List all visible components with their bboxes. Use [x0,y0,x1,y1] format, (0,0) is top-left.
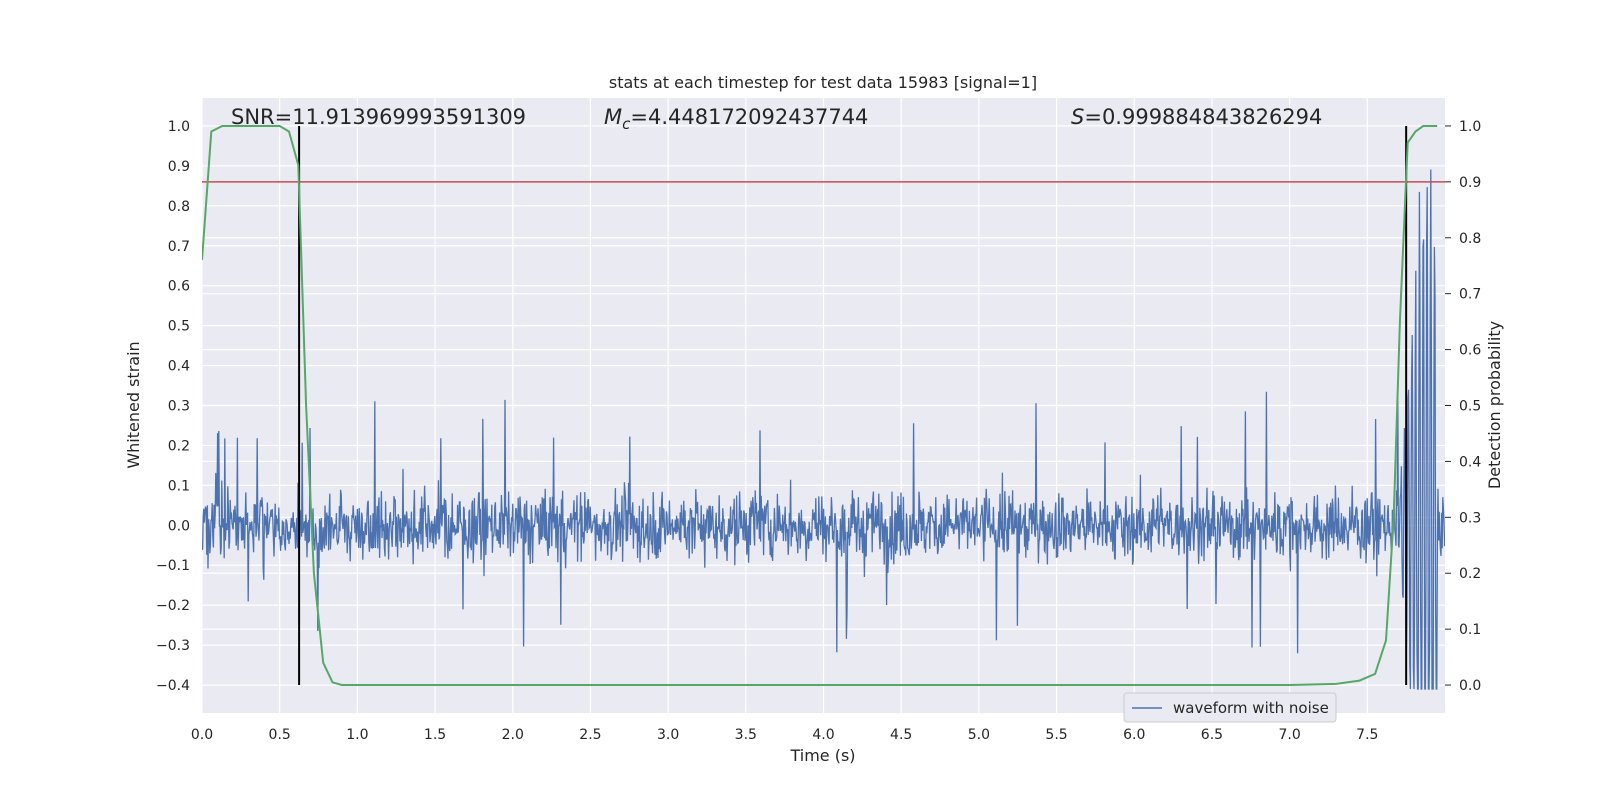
x-tick-label: 4.5 [890,727,912,743]
chirp-mass-annotation: Mc=4.448172092437744 [604,105,868,133]
y2-axis-label: Detection probability [1485,321,1504,489]
x-axis-label: Time (s) [789,746,855,765]
x-tick-label: 6.5 [1201,727,1223,743]
x-tick-label: 2.5 [579,727,601,743]
y-tick-label: −0.2 [156,598,190,614]
x-tick-label: 1.5 [424,727,446,743]
y-tick-label: 0.6 [168,279,190,295]
y-tick-label: 0.2 [168,438,190,454]
y2-tick-label: 0.5 [1459,399,1481,415]
x-tick-label: 5.0 [968,727,990,743]
x-tick-label: 1.0 [346,727,368,743]
y-tick-label: 0.9 [168,159,190,175]
x-tick-label: 2.0 [502,727,524,743]
y2-tick-label: 0.4 [1459,454,1481,470]
chart-title: stats at each timestep for test data 159… [609,73,1037,92]
x-tick-label: 7.0 [1278,727,1300,743]
y-axis-label: Whitened strain [124,341,143,468]
snr-annotation: SNR=11.913969993591309 [231,105,526,129]
chirp-mass-subscript: c [622,115,631,133]
x-tick-label: 5.5 [1045,727,1067,743]
x-tick-label: 4.0 [812,727,834,743]
y2-tick-label: 0.1 [1459,622,1481,638]
s-value: =0.999884843826294 [1084,105,1322,129]
y2-tick-label: 0.0 [1459,678,1481,694]
legend: waveform with noise [1123,692,1337,723]
x-tick-label: 3.5 [735,727,757,743]
s-symbol: S [1071,105,1084,129]
chirp-mass-symbol: M [604,105,622,129]
ticks: 0.0 0.5 1.0 1.5 2.0 2.5 3.0 3.5 4.0 4.5 5.0 5.5 6.0 6… [156,119,1481,743]
waveform-with-noise-line [202,169,1445,690]
series-layer [202,125,1445,690]
y2-tick-label: 1.0 [1459,119,1481,135]
legend-label-waveform: waveform with noise [1173,699,1329,717]
y-tick-label: −0.4 [156,678,190,694]
y-tick-label: 0.0 [168,518,190,534]
y-tick-label: 0.4 [168,359,190,375]
y2-tick-label: 0.3 [1459,510,1481,526]
y-tick-label: 0.7 [168,239,190,255]
y-tick-label: 1.0 [168,119,190,135]
y-tick-label: 0.5 [168,319,190,335]
x-tick-label: 6.0 [1123,727,1145,743]
y-tick-label: −0.3 [156,638,190,654]
y2-tick-label: 0.8 [1459,231,1481,247]
x-tick-label: 0.0 [191,727,213,743]
y2-tick-label: 0.6 [1459,343,1481,359]
x-tick-label: 0.5 [269,727,291,743]
y2-tick-label: 0.2 [1459,566,1481,582]
x-tick-label: 7.5 [1356,727,1378,743]
y-tick-label: 0.3 [168,399,190,415]
y-tick-label: −0.1 [156,558,190,574]
y2-tick-label: 0.7 [1459,287,1481,303]
legend-box [1123,692,1337,723]
y-tick-label: 0.1 [168,478,190,494]
detection-probability-line [202,125,1438,686]
y-tick-label: 0.8 [168,199,190,215]
y2-tick-label: 0.9 [1459,175,1481,191]
s-annotation: S=0.999884843826294 [1071,105,1322,129]
x-tick-label: 3.0 [657,727,679,743]
chirp-mass-value: =4.448172092437744 [630,105,868,129]
